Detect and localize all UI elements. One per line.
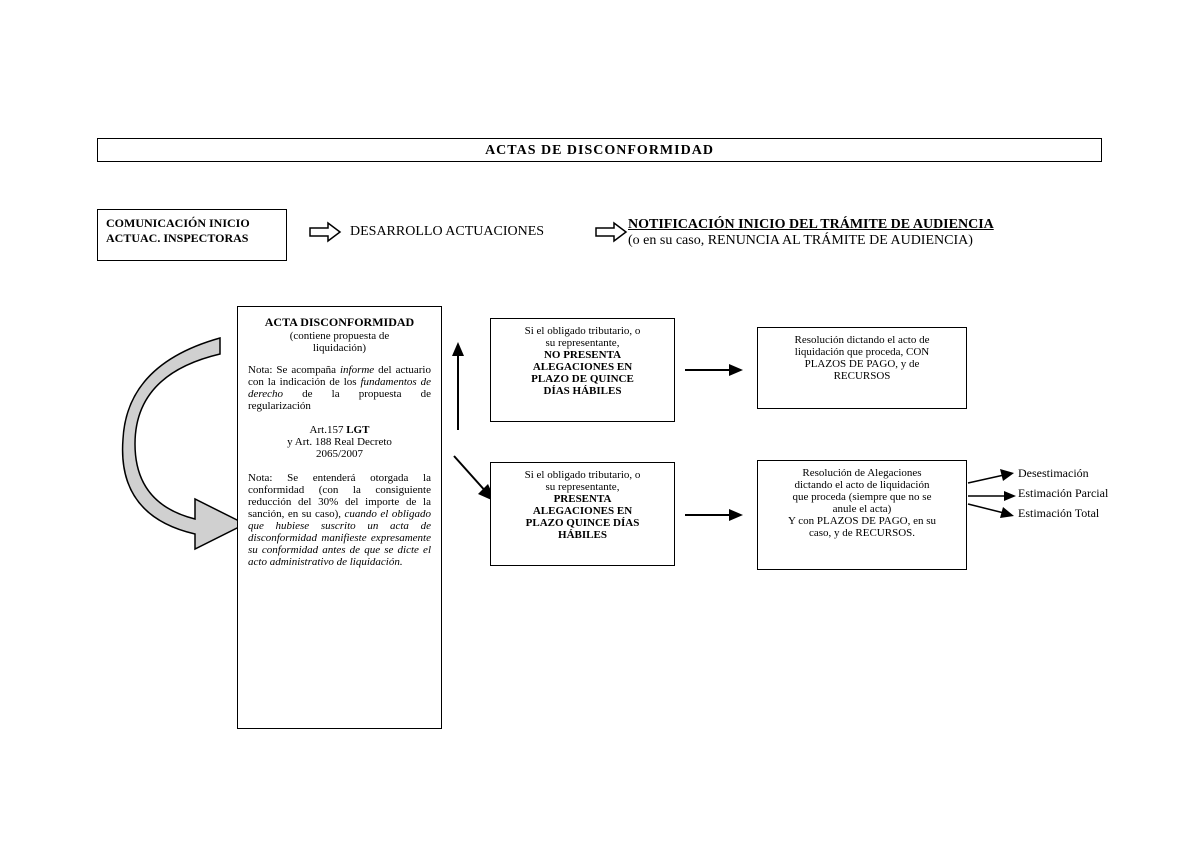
rb-4: anule el acta) — [766, 503, 958, 515]
bt-l2: su representante, — [499, 337, 666, 349]
acta-art2: y Art. 188 Real Decreto — [248, 436, 431, 448]
acta-art1: Art.157 LGT — [248, 424, 431, 436]
box-comunicacion-inicio: COMUNICACIÓN INICIO ACTUAC. INSPECTORAS — [97, 209, 287, 261]
box-no-presenta: Si el obligado tributario, o su represen… — [490, 318, 675, 422]
title-bar: ACTAS DE DISCONFORMIDAD — [97, 138, 1102, 162]
bb-l1: Si el obligado tributario, o — [499, 469, 666, 481]
rt-1: Resolución dictando el acto de — [766, 334, 958, 346]
outcome-1: Desestimación — [1018, 466, 1089, 481]
bb-l2: su representante, — [499, 481, 666, 493]
outcome-2: Estimación Parcial — [1018, 486, 1108, 501]
label-desarrollo: DESARROLLO ACTUACIONES — [350, 224, 544, 240]
rt-3: PLAZOS DE PAGO, y de — [766, 358, 958, 370]
box-resolucion-bottom: Resolución de Alegaciones dictando el ac… — [757, 460, 967, 570]
arrow-split-up-icon — [448, 340, 488, 435]
acta-art3: 2065/2007 — [248, 448, 431, 460]
rb-5: Y con PLAZOS DE PAGO, en su — [766, 515, 958, 527]
notif-line1: NOTIFICACIÓN INICIO DEL TRÁMITE DE AUDIE… — [628, 217, 994, 233]
acta-sub1: (contiene propuesta de — [248, 330, 431, 342]
rb-1: Resolución de Alegaciones — [766, 467, 958, 479]
rb-3: que proceda (siempre que no se — [766, 491, 958, 503]
acta-heading: ACTA DISCONFORMIDAD — [248, 315, 431, 330]
arrow-bottom-icon — [685, 505, 745, 525]
bt-l1: Si el obligado tributario, o — [499, 325, 666, 337]
bb-l5: PLAZO QUINCE DÍAS — [499, 517, 666, 529]
acta-note2: Nota: Se entenderá otorgada la conformid… — [248, 472, 431, 568]
label-notificacion: NOTIFICACIÓN INICIO DEL TRÁMITE DE AUDIE… — [628, 217, 994, 249]
box1-line1: COMUNICACIÓN INICIO — [106, 216, 278, 231]
bt-l6: DÍAS HÁBILES — [499, 385, 666, 397]
arrow-outcome-2-icon — [968, 490, 1018, 502]
acta-sub2: liquidación) — [248, 342, 431, 354]
bt-l5: PLAZO DE QUINCE — [499, 373, 666, 385]
arrow-outcome-3-icon — [968, 502, 1018, 518]
rb-2: dictando el acto de liquidación — [766, 479, 958, 491]
desarrollo-text: DESARROLLO ACTUACIONES — [350, 224, 544, 239]
box-acta-disconformidad: ACTA DISCONFORMIDAD (contiene propuesta … — [237, 306, 442, 729]
arrow-outline-2-icon — [596, 223, 626, 241]
box1-line2: ACTUAC. INSPECTORAS — [106, 231, 278, 246]
rt-4: RECURSOS — [766, 370, 958, 382]
notif-line2: (o en su caso, RENUNCIA AL TRÁMITE DE AU… — [628, 233, 994, 249]
arrow-top-icon — [685, 360, 745, 380]
rb-6: caso, y de RECURSOS. — [766, 527, 958, 539]
bb-l4: ALEGACIONES EN — [499, 505, 666, 517]
box-presenta: Si el obligado tributario, o su represen… — [490, 462, 675, 566]
arrow-outline-1-icon — [310, 223, 340, 241]
rt-2: liquidación que proceda, CON — [766, 346, 958, 358]
bt-l4: ALEGACIONES EN — [499, 361, 666, 373]
outcome-3: Estimación Total — [1018, 506, 1099, 521]
arrow-outcome-1-icon — [968, 472, 1018, 486]
bb-l6: HÁBILES — [499, 529, 666, 541]
curved-arrow-icon — [115, 338, 245, 548]
bb-l3: PRESENTA — [499, 493, 666, 505]
bt-l3: NO PRESENTA — [499, 349, 666, 361]
acta-note1: Nota: Se acompaña informe del actuario c… — [248, 364, 431, 412]
box-resolucion-top: Resolución dictando el acto de liquidaci… — [757, 327, 967, 409]
title-text: ACTAS DE DISCONFORMIDAD — [485, 143, 714, 158]
